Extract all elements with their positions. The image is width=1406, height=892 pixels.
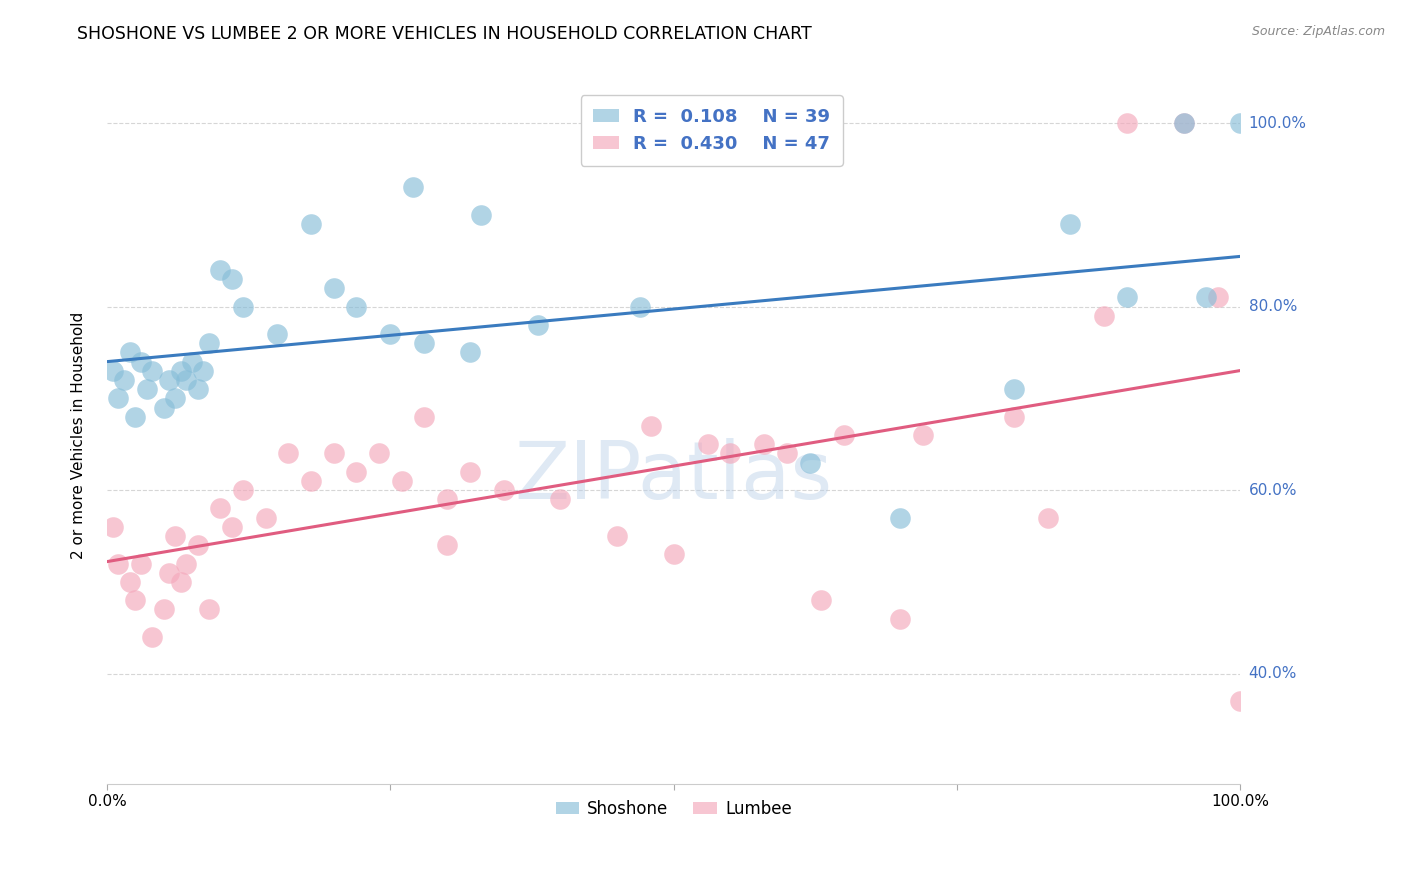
Point xyxy=(436,538,458,552)
Text: 80.0%: 80.0% xyxy=(1249,299,1296,314)
Point xyxy=(1036,510,1059,524)
Point xyxy=(135,382,157,396)
Y-axis label: 2 or more Vehicles in Household: 2 or more Vehicles in Household xyxy=(72,311,86,558)
Point xyxy=(157,373,180,387)
Point xyxy=(1206,290,1229,304)
Point xyxy=(550,492,572,507)
Point xyxy=(221,520,243,534)
Text: ZIPatlas: ZIPatlas xyxy=(515,438,832,516)
Point xyxy=(209,263,232,277)
Point xyxy=(470,208,492,222)
Point xyxy=(141,364,163,378)
Point xyxy=(413,336,436,351)
Point xyxy=(193,364,215,378)
Point xyxy=(889,611,911,625)
Point xyxy=(436,492,458,507)
Point xyxy=(152,401,174,415)
Point xyxy=(696,437,718,451)
Point xyxy=(181,354,204,368)
Text: SHOSHONE VS LUMBEE 2 OR MORE VEHICLES IN HOUSEHOLD CORRELATION CHART: SHOSHONE VS LUMBEE 2 OR MORE VEHICLES IN… xyxy=(77,25,813,43)
Point xyxy=(776,446,799,460)
Point xyxy=(1229,694,1251,708)
Point xyxy=(380,327,402,342)
Point xyxy=(1002,382,1025,396)
Point xyxy=(299,474,322,488)
Point xyxy=(458,345,481,359)
Point xyxy=(1173,116,1195,130)
Point xyxy=(799,456,821,470)
Text: 60.0%: 60.0% xyxy=(1249,483,1298,498)
Point xyxy=(810,593,832,607)
Point xyxy=(322,281,344,295)
Text: 40.0%: 40.0% xyxy=(1249,666,1296,681)
Point xyxy=(526,318,548,332)
Point xyxy=(118,345,141,359)
Point xyxy=(232,483,254,497)
Point xyxy=(141,630,163,644)
Point xyxy=(911,428,934,442)
Point xyxy=(221,272,243,286)
Point xyxy=(344,465,367,479)
Point xyxy=(1059,217,1081,231)
Point xyxy=(118,574,141,589)
Point xyxy=(718,446,741,460)
Point xyxy=(832,428,855,442)
Point xyxy=(1092,309,1115,323)
Point xyxy=(157,566,180,580)
Point xyxy=(112,373,135,387)
Point xyxy=(170,364,193,378)
Point xyxy=(176,373,198,387)
Point xyxy=(754,437,776,451)
Point xyxy=(299,217,322,231)
Point xyxy=(187,382,209,396)
Point xyxy=(1195,290,1218,304)
Point xyxy=(889,510,911,524)
Point xyxy=(1173,116,1195,130)
Point xyxy=(101,520,124,534)
Legend: Shoshone, Lumbee: Shoshone, Lumbee xyxy=(548,793,799,824)
Point xyxy=(1229,116,1251,130)
Point xyxy=(165,529,187,543)
Text: Source: ZipAtlas.com: Source: ZipAtlas.com xyxy=(1251,25,1385,38)
Point xyxy=(1116,116,1139,130)
Point xyxy=(640,418,662,433)
Point xyxy=(368,446,391,460)
Point xyxy=(198,336,221,351)
Point xyxy=(344,300,367,314)
Point xyxy=(152,602,174,616)
Point xyxy=(606,529,628,543)
Point xyxy=(107,557,129,571)
Point xyxy=(458,465,481,479)
Point xyxy=(266,327,288,342)
Point xyxy=(662,547,685,561)
Point xyxy=(413,409,436,424)
Point xyxy=(391,474,413,488)
Point xyxy=(1002,409,1025,424)
Point xyxy=(101,364,124,378)
Point xyxy=(165,392,187,406)
Point xyxy=(124,593,146,607)
Point xyxy=(277,446,299,460)
Point xyxy=(402,180,425,194)
Point xyxy=(198,602,221,616)
Point xyxy=(628,300,651,314)
Point xyxy=(232,300,254,314)
Point xyxy=(1116,290,1139,304)
Point xyxy=(129,354,152,368)
Point xyxy=(170,574,193,589)
Point xyxy=(176,557,198,571)
Point xyxy=(124,409,146,424)
Text: 100.0%: 100.0% xyxy=(1249,116,1306,130)
Point xyxy=(254,510,277,524)
Point xyxy=(209,501,232,516)
Point xyxy=(129,557,152,571)
Point xyxy=(187,538,209,552)
Point xyxy=(107,392,129,406)
Point xyxy=(492,483,515,497)
Point xyxy=(322,446,344,460)
